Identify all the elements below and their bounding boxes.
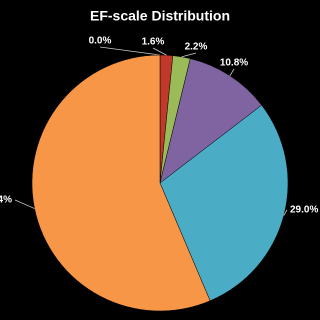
leader-line (181, 52, 197, 58)
data-label: 56.4% (0, 195, 12, 206)
chart-title: EF-scale Distribution (90, 8, 230, 24)
data-label: 0.0% (89, 36, 112, 47)
pie-slice (31, 54, 211, 312)
data-label: 29.0% (290, 205, 318, 216)
leader-line (14, 199, 35, 209)
data-label: 1.6% (142, 37, 165, 48)
leader-line (99, 46, 161, 56)
leader-line (229, 68, 235, 77)
pie-slice (159, 104, 289, 302)
data-label: 10.8% (220, 58, 248, 69)
data-label: 2.2% (185, 42, 208, 53)
leader-line (283, 209, 288, 216)
leader-line (152, 47, 167, 56)
